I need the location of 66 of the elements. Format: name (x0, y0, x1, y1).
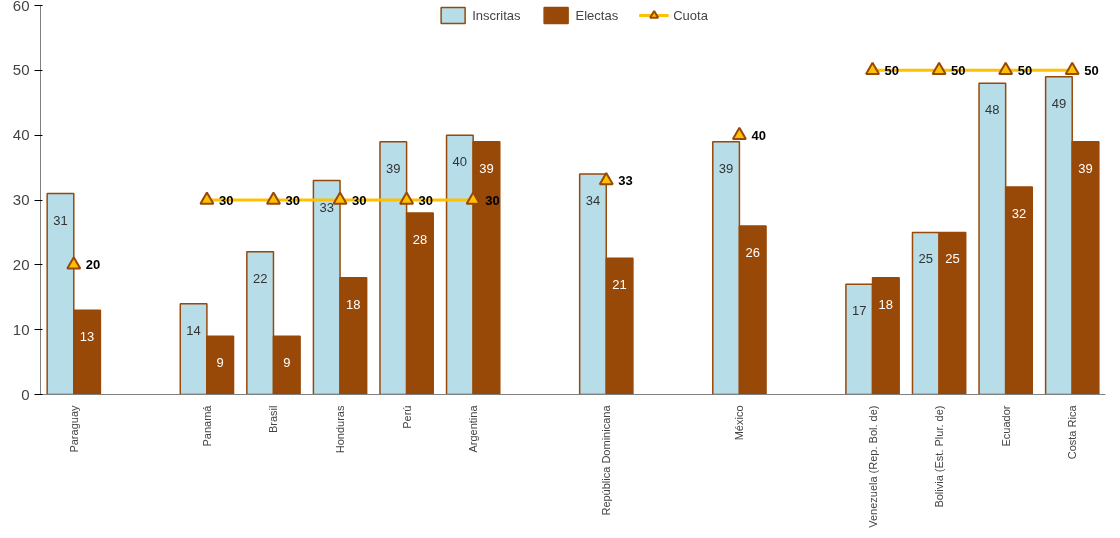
y-tick-label: 30 (12, 191, 30, 208)
x-tick-label: Argentina (467, 404, 480, 453)
data-label: 30 (352, 192, 367, 208)
data-label: 28 (412, 231, 428, 247)
data-label: 9 (216, 355, 224, 371)
data-label: 34 (585, 193, 601, 209)
point (66, 256, 82, 270)
data-label: 39 (479, 160, 494, 176)
x-tick-label: República Dominicana (600, 404, 613, 516)
data-label: 30 (218, 192, 234, 208)
legend-label: Inscritas (472, 7, 521, 23)
data-label: 40 (751, 127, 766, 143)
point (265, 191, 281, 205)
point (998, 61, 1014, 76)
point (731, 126, 747, 140)
y-tick-label: 20 (12, 255, 30, 273)
point (1064, 61, 1080, 76)
x-tick-label: Paraguay (67, 405, 80, 453)
point (199, 191, 215, 205)
data-label: 48 (985, 102, 1000, 118)
data-label: 18 (346, 296, 361, 312)
data-label: 30 (285, 192, 300, 208)
point (865, 61, 881, 76)
y-tick-label: 10 (12, 320, 30, 338)
y-tick-label: 60 (12, 0, 30, 14)
x-tick-label: Venezuela (Rep. Bol. de) (866, 405, 879, 528)
data-label: 13 (79, 329, 95, 345)
data-label: 17 (851, 303, 867, 319)
data-label: 26 (745, 244, 760, 260)
x-tick-label: México (733, 405, 746, 441)
data-label: 9 (283, 355, 291, 371)
data-label: 33 (618, 173, 633, 189)
point (931, 61, 947, 76)
data-label: 49 (1051, 95, 1067, 111)
x-tick-label: Perú (400, 405, 413, 429)
data-label: 18 (878, 296, 894, 312)
point (598, 172, 614, 186)
data-label: 33 (319, 199, 334, 215)
data-label: 25 (945, 251, 960, 267)
x-tick-label: Brasil (267, 405, 280, 434)
data-label: 32 (1011, 206, 1027, 222)
y-tick-label: 0 (21, 385, 30, 403)
x-tick-label: Honduras (334, 405, 347, 454)
x-tick-label: Bolivia (Est. Plur. de) (933, 405, 946, 508)
data-label: 25 (918, 251, 934, 267)
data-label: 30 (418, 192, 434, 208)
data-label: 22 (252, 270, 268, 286)
point (332, 191, 348, 205)
legend-label: Electas (575, 7, 619, 23)
data-label: 40 (452, 154, 468, 170)
data-label: 14 (186, 322, 201, 338)
y-tick-label: 40 (12, 126, 30, 144)
x-tick-label: Panamá (200, 404, 213, 447)
data-label: 50 (1084, 62, 1099, 78)
point (399, 191, 415, 205)
data-label: 31 (53, 212, 68, 228)
x-tick-label: Ecuador (999, 405, 1012, 447)
data-label: 39 (1078, 160, 1093, 176)
data-label: 39 (386, 160, 401, 176)
data-label: 30 (485, 192, 500, 208)
data-label: 21 (612, 277, 627, 293)
x-tick-label: Costa Rica (1066, 404, 1079, 460)
y-tick-label: 50 (12, 61, 30, 79)
data-label: 39 (718, 160, 734, 176)
data-label: 20 (85, 257, 101, 273)
legend-label: Cuota (673, 7, 708, 23)
